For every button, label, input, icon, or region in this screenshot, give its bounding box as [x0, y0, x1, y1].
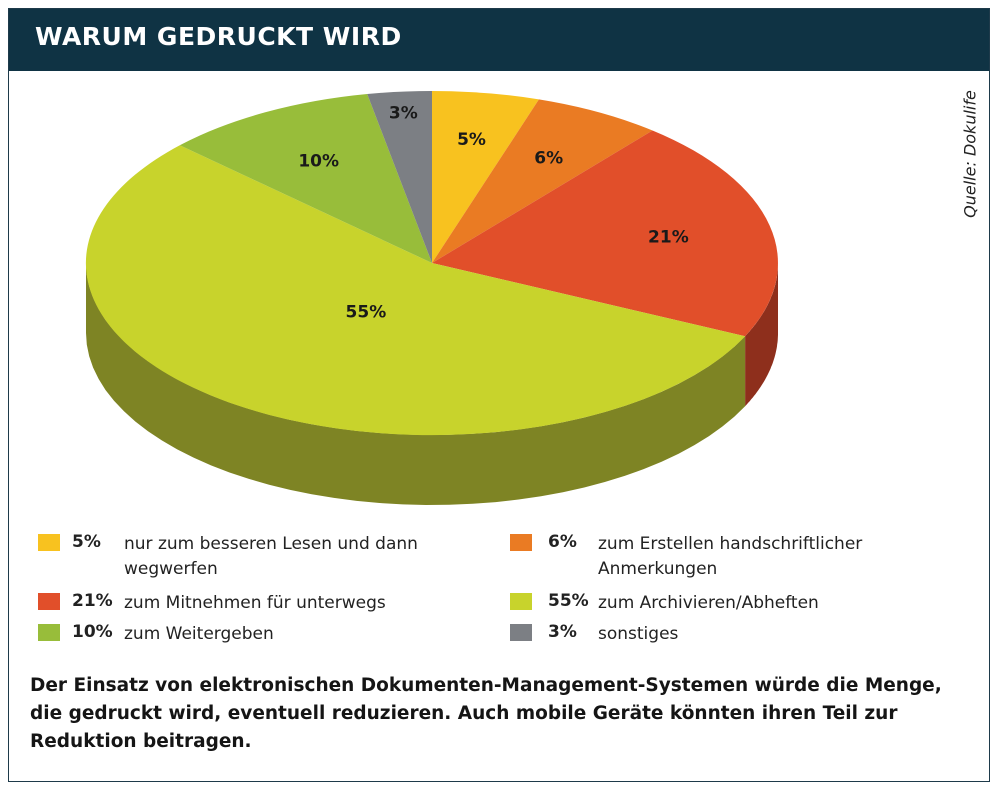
- header-bar: WARUM GEDRUCKT WIRD: [9, 9, 989, 71]
- slice-label-4: 55%: [346, 302, 387, 322]
- pie-slice-6: [367, 90, 432, 263]
- pie-slice-3: [432, 130, 778, 337]
- pie-slice-2: [432, 99, 653, 264]
- chart-title: WARUM GEDRUCKT WIRD: [35, 22, 402, 51]
- pie-side-3: [745, 263, 778, 407]
- slice-label-1: 5%: [457, 130, 486, 150]
- pie-side-walls: [86, 263, 778, 505]
- pie-labels: 5% 6% 21% 55% 10% 3%: [298, 103, 688, 322]
- footnote-text: Der Einsatz von elektronischen Dokumente…: [30, 675, 942, 752]
- pie-slice-1: [432, 90, 539, 263]
- slice-label-6: 3%: [389, 103, 418, 123]
- pie-top: [85, 90, 778, 436]
- pie-side-4: [86, 263, 746, 505]
- pie-slice-4: [85, 145, 746, 436]
- slice-label-2: 6%: [534, 149, 563, 169]
- slice-label-3: 21%: [648, 228, 689, 248]
- slice-label-5: 10%: [298, 152, 339, 172]
- pie-slice-5: [179, 94, 432, 263]
